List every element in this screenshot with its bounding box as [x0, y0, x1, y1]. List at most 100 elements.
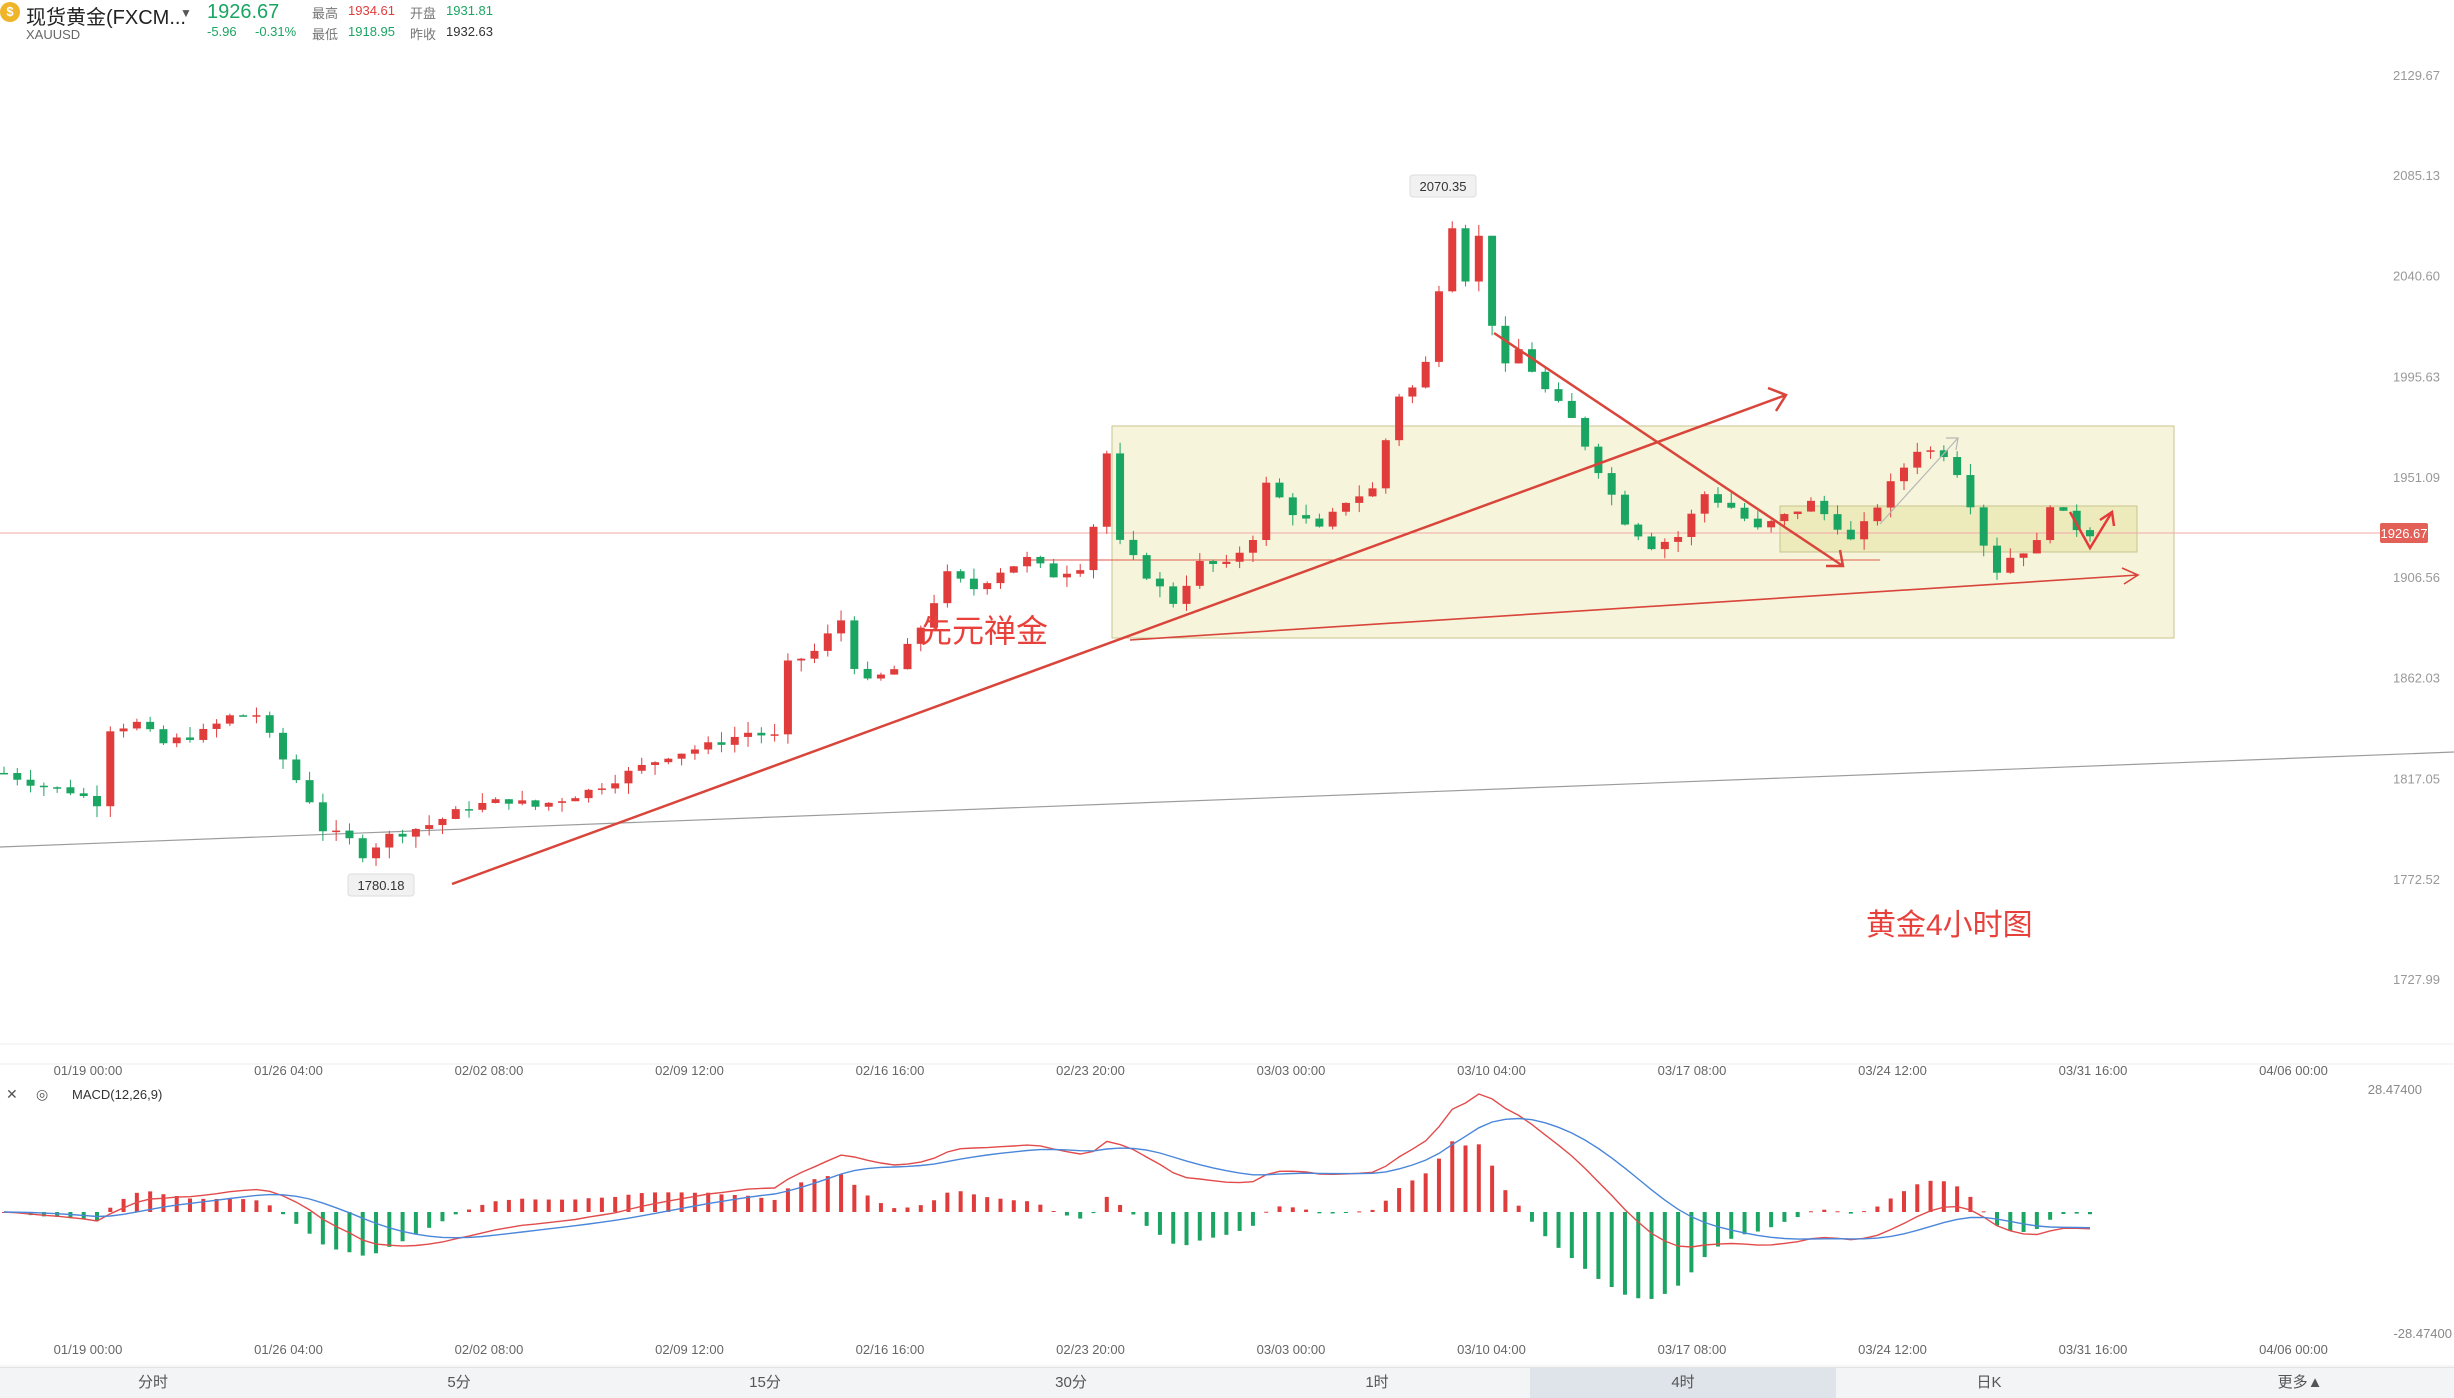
macd-bar [679, 1192, 684, 1212]
macd-bar [41, 1212, 46, 1217]
candle-body [1713, 494, 1722, 503]
candle-body [438, 818, 447, 826]
tab-7[interactable]: 更多▲ [2277, 1374, 2323, 1391]
low-label: 最低 [312, 27, 339, 42]
macd-bar [573, 1199, 578, 1212]
macd-bar [1237, 1212, 1242, 1231]
high-label: 最高 [312, 6, 339, 21]
macd-bar [1808, 1211, 1813, 1213]
tab-0[interactable]: 分时 [137, 1374, 168, 1391]
macd-time-tick-label: 03/10 04:00 [1457, 1342, 1526, 1357]
timeframe-tabbar: 分时 5分 15分 30分 1时 4时 日K 更多▲ [0, 1367, 2454, 1398]
candle-body [1979, 507, 1988, 546]
macd-bar [1928, 1180, 1933, 1212]
candle-body [425, 825, 434, 829]
close-icon[interactable]: ✕ [6, 1086, 18, 1102]
candle-body [797, 658, 806, 661]
macd-bar [1875, 1206, 1880, 1212]
high-value: 1934.61 [348, 3, 395, 18]
candle-body [1501, 325, 1510, 364]
candle-body [53, 787, 62, 789]
macd-bar [1277, 1206, 1282, 1212]
candle-body [1581, 417, 1590, 447]
macd-bar [148, 1191, 153, 1212]
macd-bar [254, 1200, 259, 1212]
macd-time-tick-label: 03/03 00:00 [1257, 1342, 1326, 1357]
macd-bar [1941, 1181, 1946, 1212]
candle-body [1674, 536, 1683, 542]
macd-bar [267, 1205, 272, 1212]
macd-bar [785, 1188, 790, 1212]
macd-bar [1503, 1190, 1508, 1212]
tab-5[interactable]: 4时 [1530, 1368, 1836, 1398]
candle-body [1275, 482, 1284, 498]
candle-body [1089, 526, 1098, 571]
macd-bar [281, 1212, 286, 1215]
candle-body [1049, 563, 1058, 578]
price-tick-label: 1817.05 [2393, 772, 2440, 787]
candle-body [1009, 566, 1018, 573]
macd-bar [1556, 1212, 1561, 1248]
macd-bar [1662, 1212, 1667, 1294]
candle-body [783, 660, 792, 735]
candle-body [318, 802, 327, 832]
settings-icon[interactable]: ◎ [36, 1086, 49, 1102]
candle-body [1434, 291, 1443, 362]
candle-body [1820, 500, 1829, 515]
candle-body [518, 800, 527, 804]
prev-close-label: 昨收 [410, 27, 437, 42]
candle-body [943, 571, 952, 604]
candle-body [451, 809, 460, 819]
macd-bar [467, 1209, 472, 1212]
candle-body [66, 787, 75, 794]
macd-bar [227, 1198, 232, 1212]
candle-body [199, 728, 208, 740]
macd-bar [1144, 1212, 1149, 1226]
candle-body [1062, 573, 1071, 578]
candle-body [717, 742, 726, 745]
macd-bar [1795, 1212, 1800, 1218]
macd-bar [1702, 1212, 1707, 1258]
macd-bar [985, 1197, 990, 1212]
candle-body [0, 772, 8, 775]
candle-body [571, 798, 580, 802]
candle-body [850, 620, 859, 669]
macd-bar [161, 1194, 166, 1212]
macd-bar [1476, 1144, 1481, 1212]
candle-body [969, 578, 978, 590]
macd-bar [626, 1194, 631, 1212]
candle-body [1448, 228, 1457, 292]
tab-3[interactable]: 30分 [1055, 1374, 1087, 1391]
candle-body [1474, 235, 1483, 282]
chart-caption: 黄金4小时图 [1866, 909, 2033, 942]
candle-body [172, 737, 181, 744]
tab-4[interactable]: 1时 [1365, 1374, 1389, 1391]
candle-body [1116, 453, 1125, 540]
candle-body [757, 732, 766, 736]
macd-bar [294, 1212, 299, 1224]
macd-bar [1078, 1212, 1083, 1219]
macd-indicator-label[interactable]: MACD(12,26,9) [72, 1087, 163, 1102]
chevron-down-icon[interactable]: ▼ [180, 6, 192, 20]
macd-time-tick-label: 02/02 08:00 [455, 1342, 524, 1357]
tab-1[interactable]: 5分 [447, 1374, 471, 1391]
macd-bar [1463, 1145, 1468, 1212]
candle-body [1155, 578, 1164, 587]
open-value: 1931.81 [446, 3, 493, 18]
low-marker: 1780.18 [358, 878, 405, 893]
instrument-name[interactable]: 现货黄金(FXCM... [26, 7, 186, 29]
lower-channel-arrowhead [2121, 567, 2140, 585]
downtrend-arrowhead [1826, 549, 1845, 568]
candles [0, 221, 2094, 866]
forecast-zigzag [2068, 511, 2114, 551]
tab-2[interactable]: 15分 [749, 1374, 781, 1391]
candle-body [106, 731, 115, 807]
candle-body [1408, 387, 1417, 397]
candle-body [876, 674, 885, 679]
tab-6[interactable]: 日K [1976, 1374, 2002, 1391]
candle-body [1953, 457, 1962, 476]
macd-bar [759, 1197, 764, 1212]
candle-body [465, 809, 474, 811]
candle-body [664, 758, 673, 763]
